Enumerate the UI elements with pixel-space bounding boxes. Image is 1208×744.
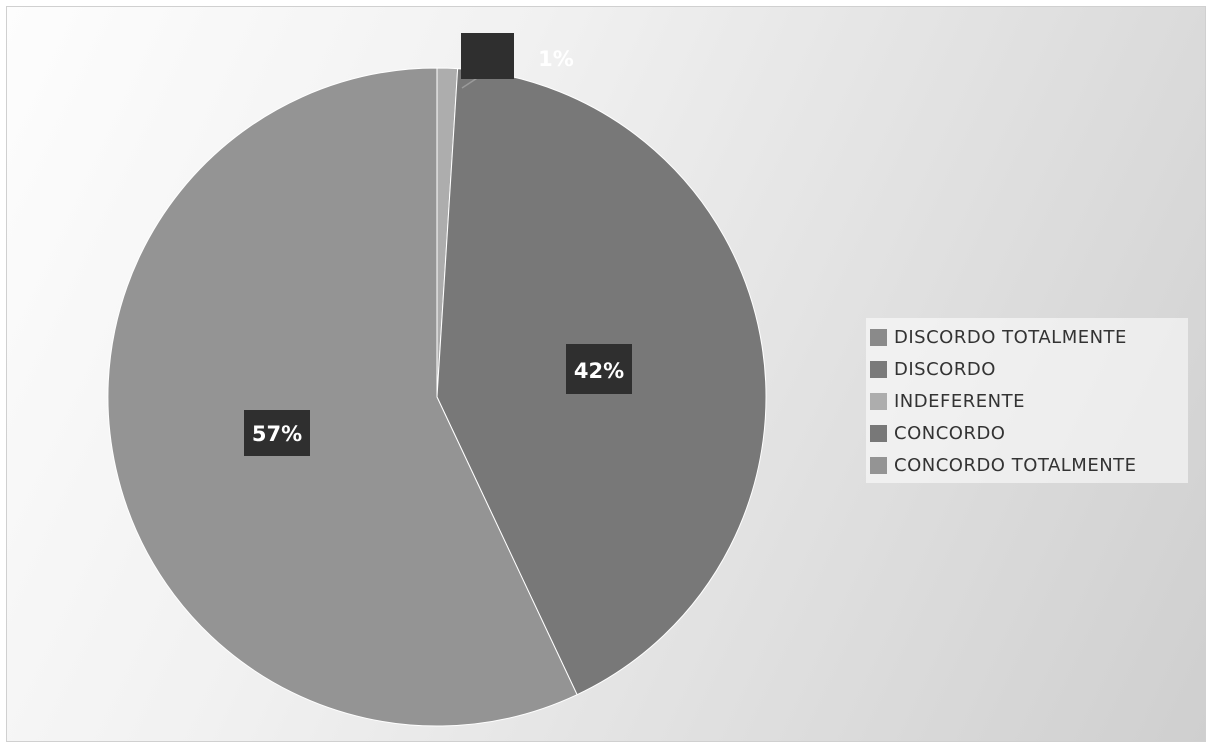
legend-label: DISCORDO bbox=[894, 358, 996, 380]
legend-swatch bbox=[870, 456, 887, 474]
legend-swatch bbox=[870, 424, 887, 442]
legend-item-discordo: DISCORDO bbox=[870, 353, 1188, 385]
legend-swatch bbox=[870, 360, 887, 378]
data-label-box-indeferente bbox=[461, 33, 514, 79]
legend-item-concordo-totalmente: CONCORDO TOTALMENTE bbox=[870, 449, 1188, 481]
data-label-box-concordo bbox=[566, 344, 632, 394]
pie-slice-concordo-totalmente bbox=[107, 67, 578, 727]
data-label-indeferente: 1% bbox=[538, 47, 574, 71]
legend: DISCORDO TOTALMENTE DISCORDO INDEFERENTE CO… bbox=[866, 318, 1188, 483]
legend-label: CONCORDO bbox=[894, 422, 1006, 444]
legend-swatch bbox=[870, 328, 887, 346]
data-label-concordo: 42% bbox=[574, 359, 624, 383]
legend-label: INDEFERENTE bbox=[894, 390, 1025, 412]
legend-item-concordo: CONCORDO bbox=[870, 417, 1188, 449]
legend-label: DISCORDO TOTALMENTE bbox=[894, 326, 1127, 348]
legend-swatch bbox=[870, 392, 887, 410]
legend-item-indeferente: INDEFERENTE bbox=[870, 385, 1188, 417]
legend-label: CONCORDO TOTALMENTE bbox=[894, 454, 1137, 476]
data-label-box-concordo-totalmente bbox=[244, 410, 310, 456]
legend-item-discordo-totalmente: DISCORDO TOTALMENTE bbox=[870, 321, 1188, 353]
data-label-concordo-totalmente: 57% bbox=[252, 422, 302, 446]
